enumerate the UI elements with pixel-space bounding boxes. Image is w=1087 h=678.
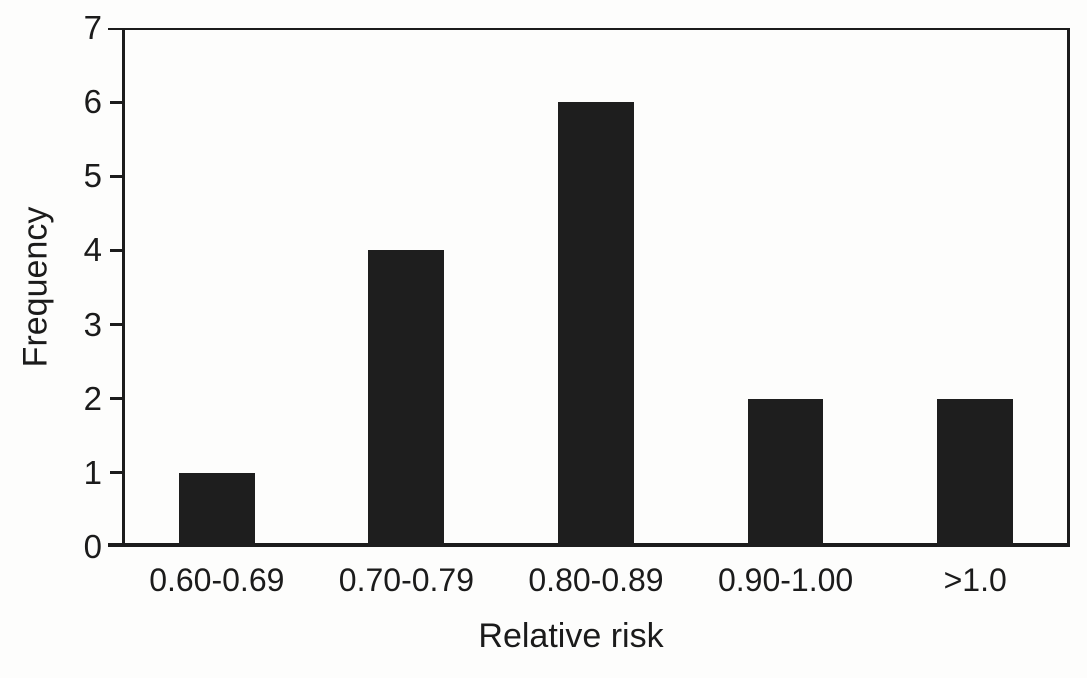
y-tick-label: 5: [83, 157, 102, 195]
bar-0.80-0.89: [558, 102, 634, 547]
bar-slot: [880, 28, 1070, 547]
x-axis-title: Relative risk: [478, 617, 664, 655]
y-tick-mark: [110, 248, 122, 252]
x-category-label: 0.80-0.89: [528, 562, 664, 598]
x-category-label: 0.60-0.69: [149, 562, 285, 598]
bar-0.60-0.69: [178, 472, 255, 547]
x-category-label: 0.90-1.00: [717, 562, 854, 598]
y-tick-mark: [110, 471, 122, 475]
bars-container: [122, 28, 1070, 547]
y-tick-label: 1: [83, 453, 102, 491]
y-tick-mark: [110, 100, 122, 104]
y-axis-line: [122, 28, 125, 547]
bar-slot: [312, 28, 502, 547]
bar-slot: [501, 28, 691, 547]
y-tick-label: 0: [83, 528, 102, 565]
y-tick-label: 3: [83, 305, 102, 343]
x-category-label: >1.0: [943, 562, 1007, 598]
y-tick-label: 6: [83, 83, 102, 121]
x-axis-category-labels: 0.60-0.69 0.70-0.79 0.80-0.89 0.90-1.00 >1.0: [122, 562, 1070, 599]
plot-border-right: [1067, 28, 1070, 547]
y-tick-label: 4: [83, 231, 102, 269]
y-tick-mark: [110, 323, 122, 327]
y-tick-label: 2: [83, 379, 102, 417]
x-category-label: 0.70-0.79: [338, 562, 474, 598]
bar-slot: [691, 28, 881, 547]
y-tick-label: 7: [83, 9, 102, 46]
plot-border-top: [108, 28, 1070, 30]
bar-0.90-1.00: [747, 398, 824, 547]
y-tick-mark: [110, 174, 122, 178]
bar-0.70-0.79: [368, 250, 445, 547]
y-tick-mark: [110, 397, 122, 401]
plot-area: [108, 28, 1070, 547]
bar->1.0: [937, 398, 1014, 547]
bar-slot: [122, 28, 312, 547]
